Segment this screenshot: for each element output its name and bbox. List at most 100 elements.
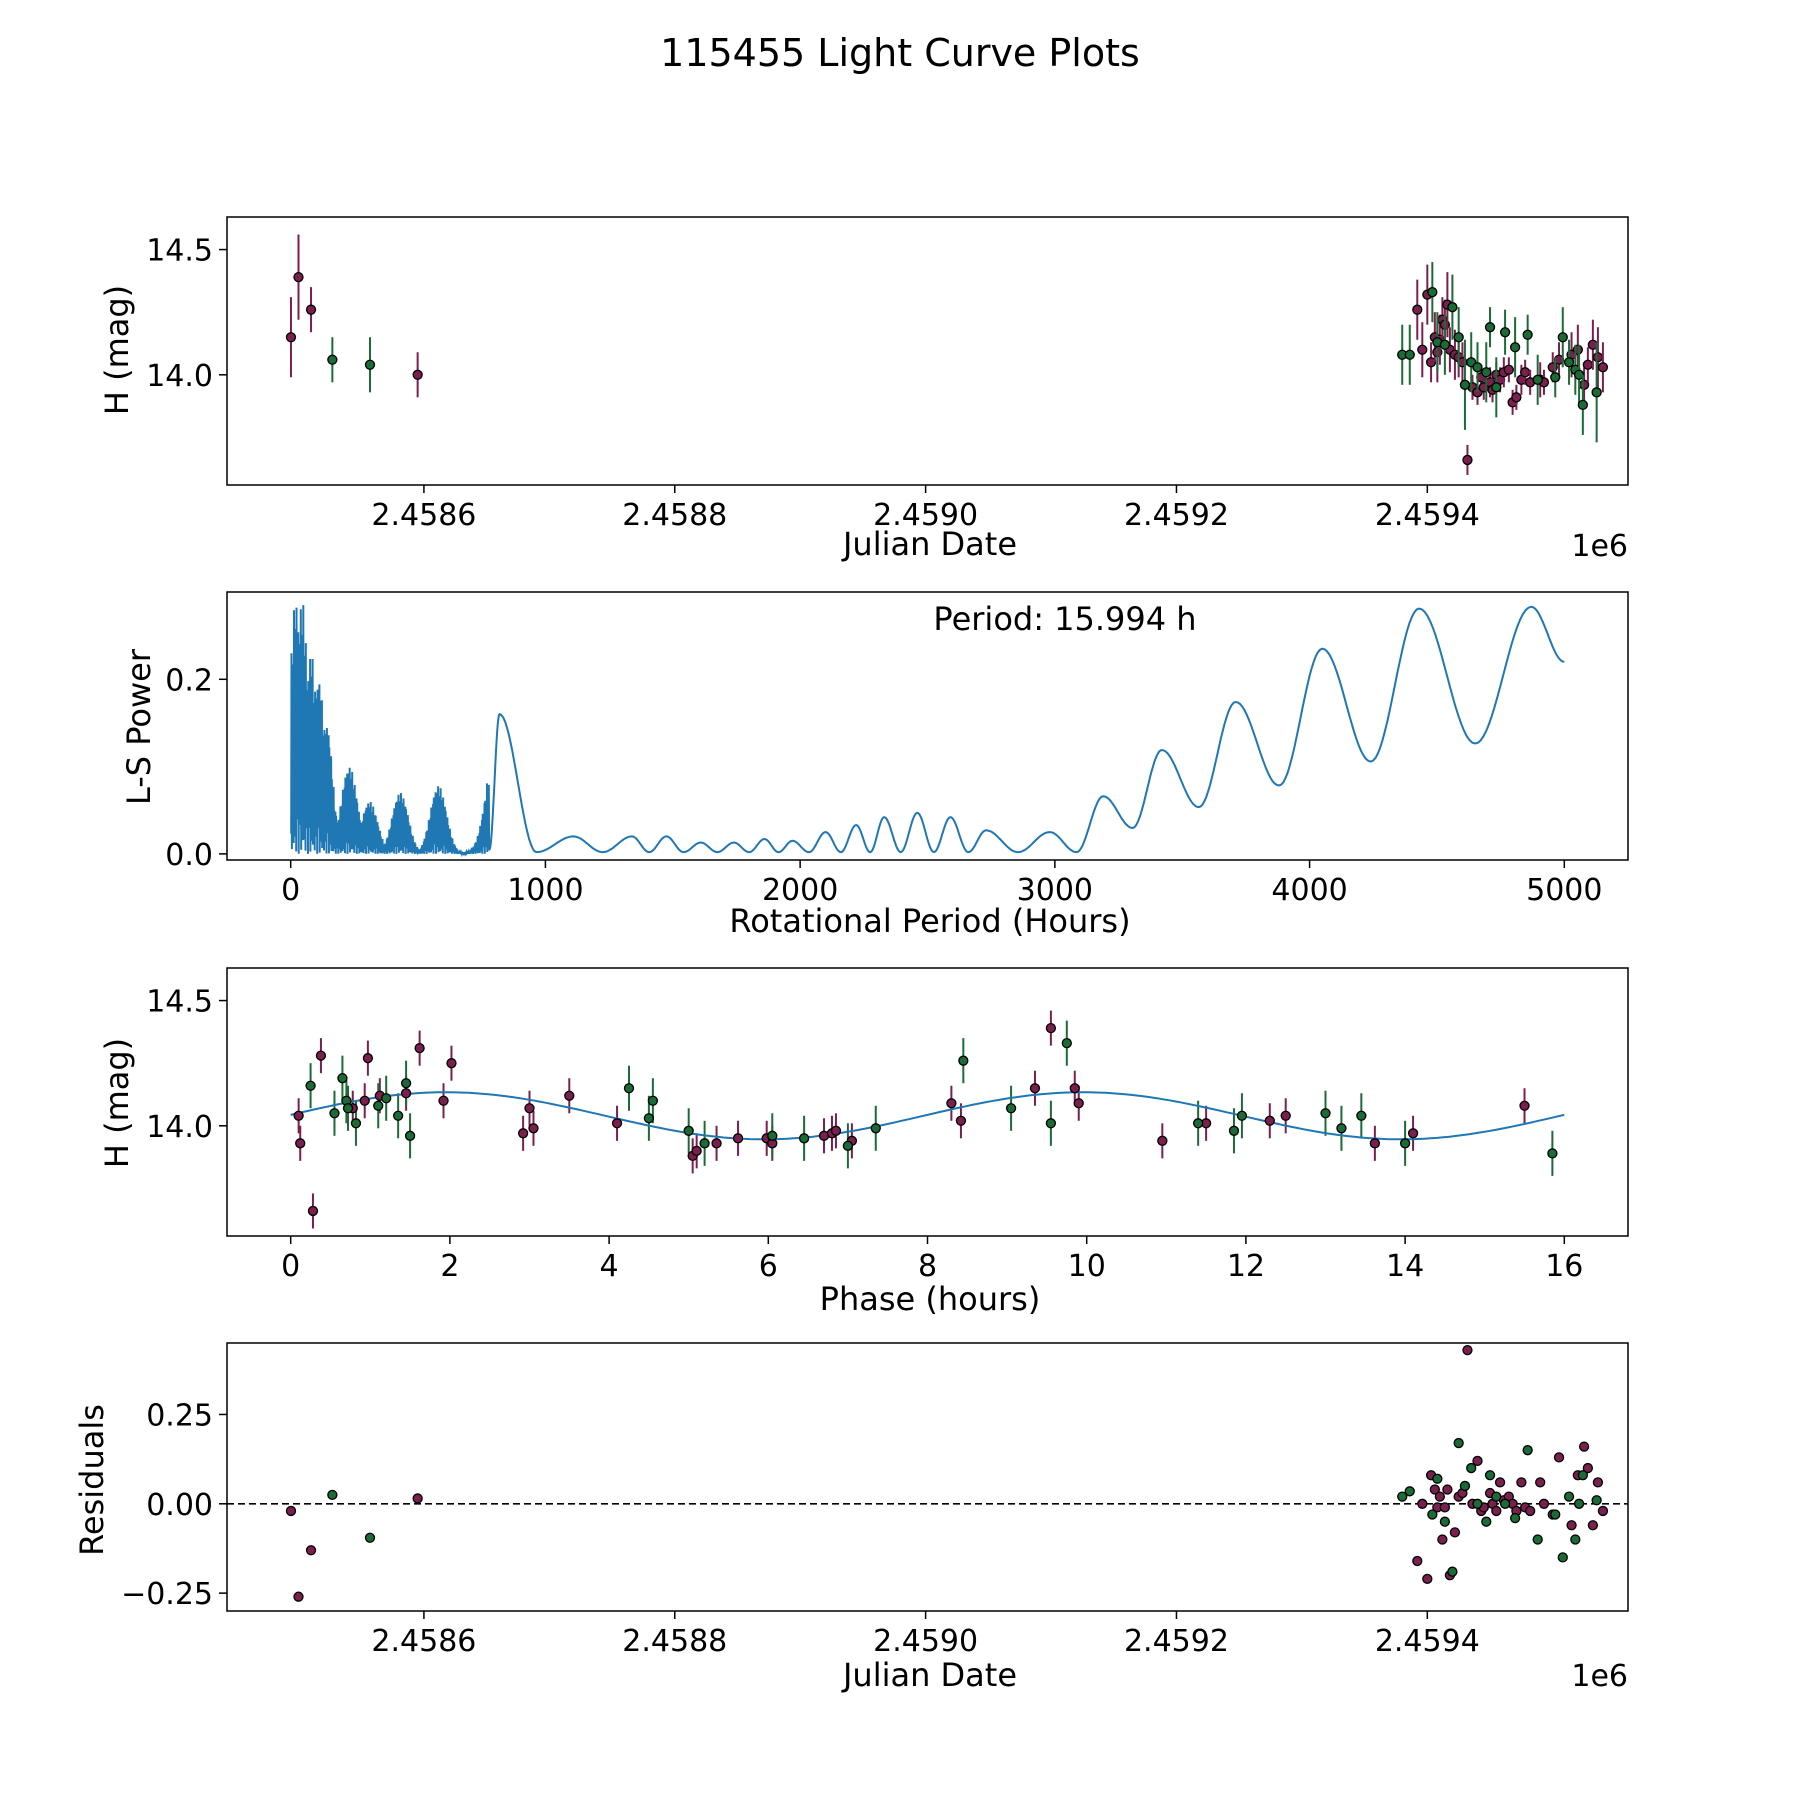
residuals-xtick-label: 2.4594 [1375,1624,1480,1659]
phased-point-purple [1280,1110,1291,1121]
residuals-point-green [1522,1445,1533,1456]
phased-point-purple [564,1090,575,1101]
lightcurve-point-green [327,354,338,365]
phased-point-green [1236,1110,1248,1121]
residuals-point-purple [1578,1441,1590,1452]
phased-point-green [350,1118,362,1129]
lightcurve-point-green [1427,286,1438,298]
residuals-point-green [1481,1516,1492,1527]
phased-xtick-label: 6 [759,1249,778,1284]
phased-point-purple [446,1058,457,1069]
residuals-axes-frame [226,1342,1629,1612]
lightcurve-point-green [1509,342,1521,353]
phased-point-green [647,1095,659,1106]
lightcurve-offset-label: 1e6 [1571,529,1628,564]
lightcurve-point-green [1491,382,1502,393]
lightcurve-point-purple [412,369,423,380]
residuals-point-purple [1434,1491,1446,1502]
phased-point-purple [1029,1083,1041,1094]
residuals-point-purple [1437,1534,1448,1545]
phased-point-green [373,1100,384,1111]
residuals-point-purple [1553,1452,1565,1463]
phased-ytick-label: 14.0 [146,1110,213,1145]
residuals-point-purple [305,1545,317,1556]
residuals-point-green [1484,1470,1496,1481]
phased-axes-frame [226,967,1629,1237]
lightcurve-point-green [1550,372,1561,383]
lightcurve-point-green [1439,339,1451,350]
residuals-point-green [1577,1470,1588,1481]
phased-xtick-label: 8 [918,1249,937,1284]
residuals-point-green [1432,1473,1443,1484]
periodogram-xtick-label: 1000 [507,873,583,908]
phased-point-green [337,1073,348,1084]
phased-point-green [305,1080,316,1091]
lightcurve-panel: 2.4586 2.4588 2.4590 2.4592 2.4594 14.0 14.5 [146,216,1629,533]
phased-xlabel: Phase (hours) [820,1280,1041,1318]
residuals-point-purple [293,1591,304,1602]
periodogram-ytick-label: 0.0 [165,838,213,873]
periodogram-ylabel: L-S Power [120,648,158,805]
phased-point-purple [1073,1098,1084,1109]
phased-point-purple [691,1145,702,1156]
residuals-panel: 2.4586 2.4588 2.4590 2.4592 2.4594 −0.25 0.00 0… [121,1342,1629,1659]
residuals-ylabel: Residuals [73,1404,111,1556]
phased-point-purple [1264,1115,1275,1126]
residuals-point-green [1499,1498,1511,1509]
residuals-point-purple [1587,1520,1599,1531]
phased-point-purple [830,1125,842,1136]
lightcurve-ylabel: H (mag) [98,285,136,415]
phased-point-purple [293,1110,304,1121]
residuals-point-green [327,1489,338,1501]
residuals-point-purple [1516,1477,1527,1488]
residuals-offset-label: 1e6 [1571,1659,1628,1694]
phased-xtick-label: 4 [600,1249,619,1284]
lightcurve-ytick-label: 14.5 [146,234,213,269]
residuals-ytick-label: 0.25 [146,1398,213,1433]
residuals-point-purple [1525,1505,1536,1517]
phased-point-purple [315,1050,327,1061]
residuals-point-green [364,1532,376,1543]
residuals-point-purple [1535,1477,1546,1488]
lightcurve-point-purple [285,332,297,343]
residuals-point-green [1573,1498,1585,1509]
residuals-point-green [1570,1534,1581,1545]
period-annotation: Period: 15.994 h [933,600,1196,638]
figure-title: 115455 Light Curve Plots [660,31,1140,75]
lightcurve-point-purple [1462,454,1473,466]
residuals-point-purple [1462,1344,1473,1356]
residuals-xtick-label: 2.4590 [873,1624,978,1659]
phased-point-purple [295,1138,306,1149]
phased-point-green [381,1093,392,1104]
phased-point-purple [955,1115,967,1126]
lightcurve-xtick-label: 2.4594 [1375,498,1480,533]
residuals-point-purple [1417,1498,1428,1509]
periodogram-xlabel: Rotational Period (Hours) [729,902,1130,940]
residuals-point-green [1563,1491,1575,1502]
lightcurve-point-green [1591,387,1602,398]
phased-point-green [1320,1108,1331,1119]
phased-point-green [1336,1123,1347,1134]
residuals-point-green [1509,1512,1521,1524]
phased-point-green [643,1113,655,1124]
lightcurve-axes-frame [226,216,1629,486]
phased-point-purple [517,1128,529,1139]
phased-point-purple [1069,1083,1080,1094]
phased-point-green [329,1108,340,1119]
phased-point-purple [711,1138,722,1149]
periodogram-ytick-label: 0.2 [165,663,213,698]
phased-point-green [1399,1138,1411,1149]
lightcurve-point-green [364,359,376,370]
phased-point-green [870,1123,881,1134]
phased-point-green [400,1078,412,1089]
phased-point-green [1547,1148,1558,1159]
phased-point-green [798,1133,810,1144]
phased-point-purple [1369,1138,1381,1149]
phased-point-purple [307,1205,319,1217]
lightcurve-point-green [1563,357,1575,368]
phased-xtick-label: 14 [1386,1249,1424,1284]
phased-point-green [767,1130,778,1141]
lightcurve-point-green [1404,349,1415,360]
lightcurve-point-green [1484,322,1496,333]
lightcurve-point-green [1557,332,1568,343]
